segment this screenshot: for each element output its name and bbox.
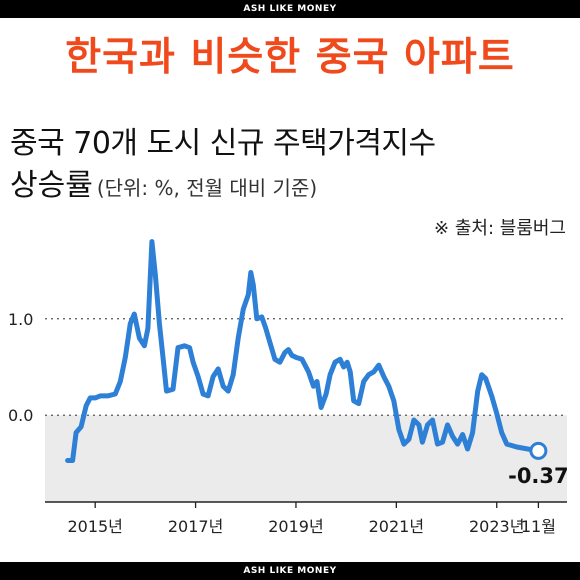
series-line bbox=[65, 239, 541, 463]
x-tick-label: 11월 bbox=[521, 517, 556, 536]
x-tick-label: 2017년 bbox=[168, 517, 223, 536]
x-tick-label: 2015년 bbox=[67, 517, 122, 536]
chart-title: 중국 70개 도시 신규 주택가격지수 bbox=[10, 126, 436, 161]
y-tick-label: 0.0 bbox=[8, 406, 33, 425]
x-tick-label: 2019년 bbox=[268, 517, 323, 536]
chart-title-line2: 상승률 (단위: %, 전월 대비 기준) bbox=[10, 160, 317, 204]
chart-title-rate: 상승률 bbox=[10, 168, 93, 203]
chart-unit-note: (단위: %, 전월 대비 기준) bbox=[96, 176, 318, 200]
footer-tag: ASH LIKE MONEY bbox=[0, 562, 580, 580]
header-tag: ASH LIKE MONEY bbox=[0, 0, 580, 18]
chart-source: ※ 출처: 블룸버그 bbox=[434, 218, 566, 239]
negative-band bbox=[45, 415, 567, 502]
x-tick-label: 2021년 bbox=[369, 517, 424, 536]
last-point-marker bbox=[529, 441, 548, 460]
x-tick-label: 2023년 bbox=[469, 517, 524, 536]
last-point-label: -0.37 bbox=[508, 464, 569, 488]
headline: 한국과 비슷한 중국 아파트 bbox=[65, 35, 515, 80]
y-tick-label: 1.0 bbox=[8, 310, 33, 329]
